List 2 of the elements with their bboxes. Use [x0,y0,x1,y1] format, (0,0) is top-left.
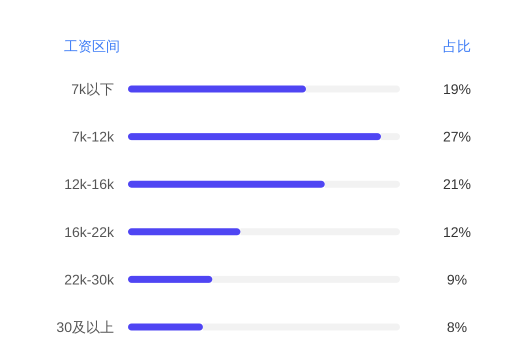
annotation: 占比 [443,38,471,54]
ylabel: 工资区间 [64,38,120,54]
